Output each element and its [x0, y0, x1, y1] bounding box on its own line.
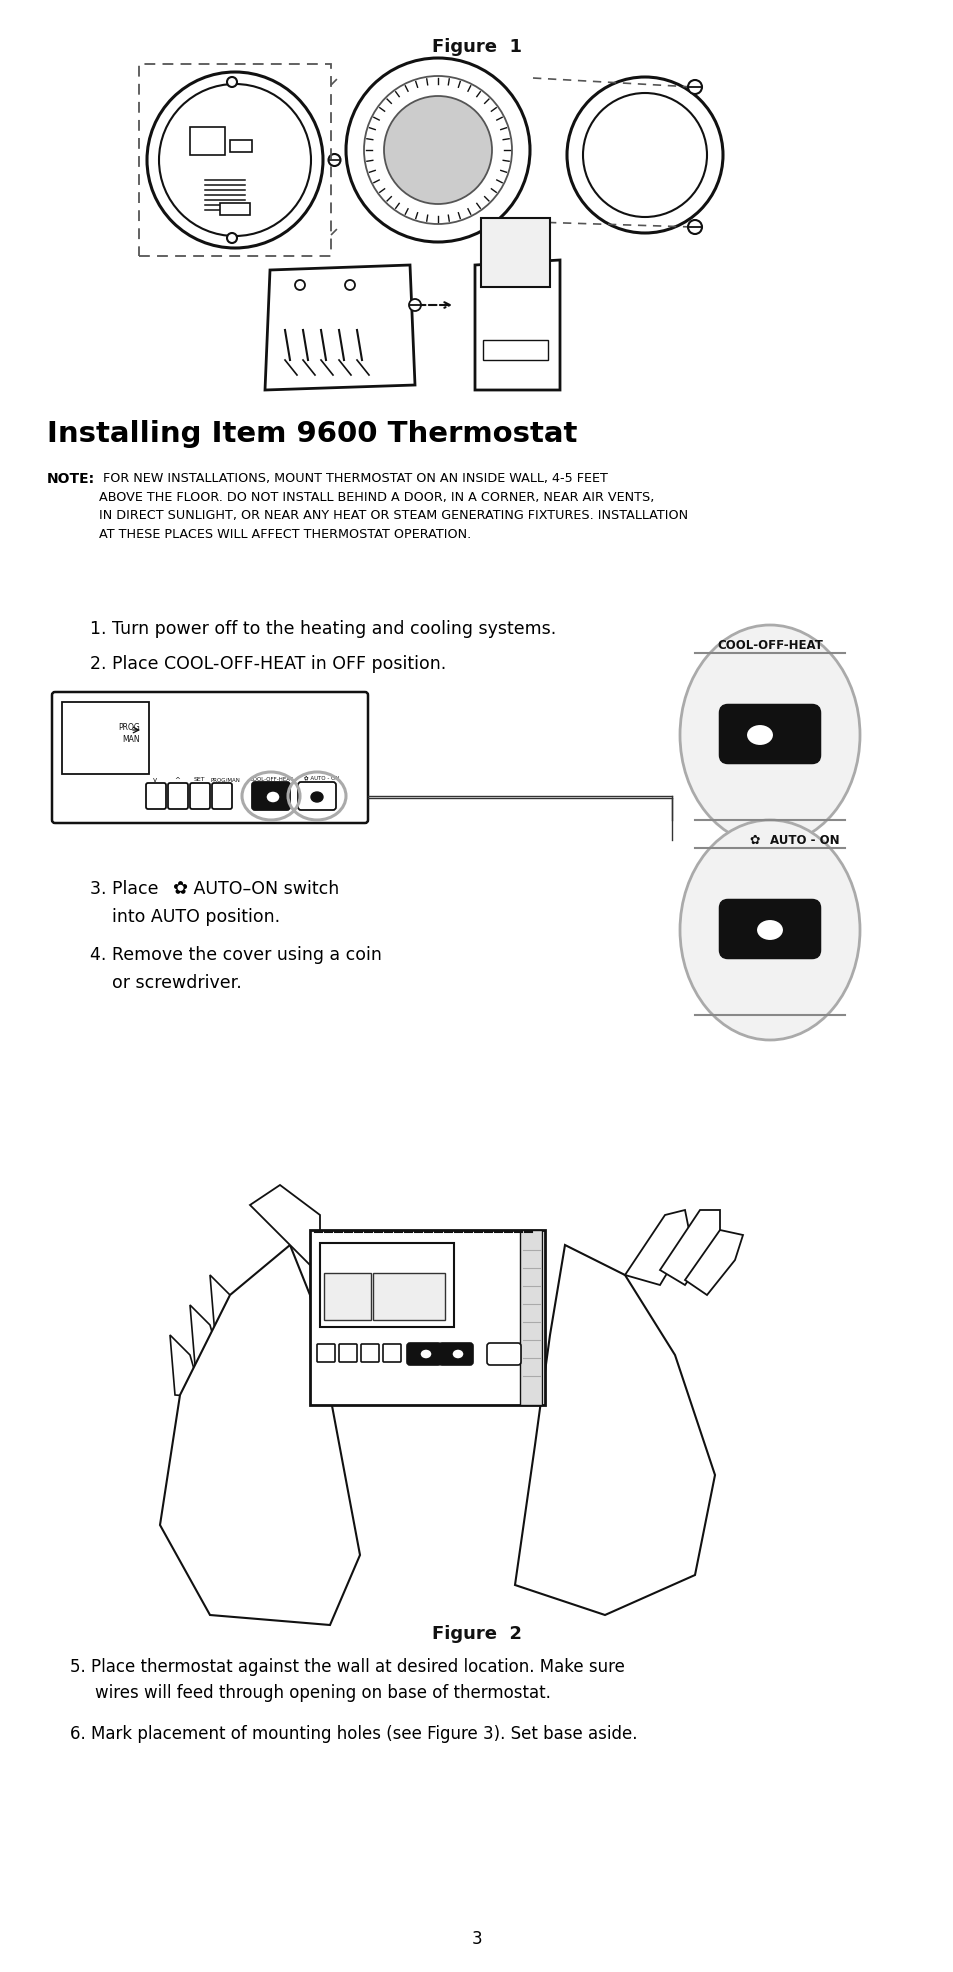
Circle shape — [566, 77, 722, 233]
FancyBboxPatch shape — [212, 783, 232, 809]
Polygon shape — [170, 1335, 202, 1396]
Text: COOL-OFF-HEAT: COOL-OFF-HEAT — [424, 1341, 476, 1347]
FancyBboxPatch shape — [52, 692, 368, 822]
Polygon shape — [190, 1305, 222, 1367]
Text: 2. Place COOL-OFF-HEAT in OFF position.: 2. Place COOL-OFF-HEAT in OFF position. — [90, 655, 446, 672]
FancyBboxPatch shape — [438, 1343, 473, 1365]
Polygon shape — [265, 264, 415, 390]
Ellipse shape — [679, 625, 859, 844]
Text: 70: 70 — [341, 1290, 354, 1300]
Text: 5. Place thermostat against the wall at desired location. Make sure: 5. Place thermostat against the wall at … — [70, 1658, 624, 1676]
FancyBboxPatch shape — [482, 339, 547, 361]
FancyBboxPatch shape — [230, 140, 252, 152]
FancyBboxPatch shape — [480, 219, 550, 288]
FancyBboxPatch shape — [252, 783, 290, 810]
Text: FOR NEW INSTALLATIONS, MOUNT THERMOSTAT ON AN INSIDE WALL, 4-5 FEET
ABOVE THE FL: FOR NEW INSTALLATIONS, MOUNT THERMOSTAT … — [99, 471, 687, 540]
Text: SET  PROG/MAN: SET PROG/MAN — [322, 1341, 372, 1347]
Circle shape — [687, 81, 701, 95]
FancyBboxPatch shape — [190, 783, 210, 809]
Text: SET: SET — [193, 777, 205, 783]
Text: AUTO - ON: AUTO - ON — [769, 834, 839, 848]
Circle shape — [345, 280, 355, 290]
Text: AUTO–ON switch: AUTO–ON switch — [188, 880, 339, 897]
Circle shape — [384, 97, 492, 203]
Text: PROG: PROG — [427, 1276, 447, 1282]
Text: ^: ^ — [173, 777, 180, 783]
Text: MAN: MAN — [431, 1288, 447, 1294]
Polygon shape — [475, 260, 559, 390]
FancyBboxPatch shape — [720, 706, 820, 763]
FancyBboxPatch shape — [62, 702, 149, 773]
Text: COOL-OFF-HEAT: COOL-OFF-HEAT — [250, 777, 294, 783]
Circle shape — [328, 154, 340, 166]
FancyBboxPatch shape — [146, 783, 166, 809]
Ellipse shape — [419, 1349, 432, 1359]
FancyBboxPatch shape — [407, 1343, 440, 1365]
FancyBboxPatch shape — [486, 1343, 520, 1365]
Circle shape — [147, 73, 323, 248]
FancyBboxPatch shape — [324, 1274, 371, 1319]
Polygon shape — [250, 1185, 319, 1276]
Ellipse shape — [679, 820, 859, 1039]
Text: PROG: PROG — [118, 724, 140, 732]
Ellipse shape — [452, 1349, 463, 1359]
Text: ✿: ✿ — [510, 1341, 515, 1347]
Ellipse shape — [311, 793, 323, 803]
Circle shape — [409, 300, 420, 312]
Polygon shape — [684, 1231, 742, 1296]
Text: ✿: ✿ — [749, 834, 760, 848]
FancyBboxPatch shape — [316, 1345, 335, 1363]
Polygon shape — [624, 1211, 689, 1286]
FancyBboxPatch shape — [310, 1231, 544, 1404]
FancyBboxPatch shape — [382, 1345, 400, 1363]
Polygon shape — [515, 1244, 714, 1615]
Text: PROG/MAN: PROG/MAN — [210, 777, 240, 783]
FancyBboxPatch shape — [190, 126, 225, 156]
Text: Figure  2: Figure 2 — [432, 1625, 521, 1643]
Circle shape — [687, 221, 701, 235]
FancyBboxPatch shape — [319, 1242, 454, 1327]
Text: ✿: ✿ — [172, 880, 187, 897]
Text: Installing Item 9600 Thermostat: Installing Item 9600 Thermostat — [47, 420, 577, 448]
Text: Figure  1: Figure 1 — [432, 37, 521, 55]
FancyBboxPatch shape — [338, 1345, 356, 1363]
FancyBboxPatch shape — [373, 1274, 444, 1319]
Polygon shape — [210, 1276, 242, 1337]
Text: 4. Remove the cover using a coin: 4. Remove the cover using a coin — [90, 947, 381, 964]
Text: 3. Place: 3. Place — [90, 880, 164, 897]
Text: 3: 3 — [471, 1931, 482, 1948]
FancyBboxPatch shape — [220, 203, 250, 215]
Text: 1. Turn power off to the heating and cooling systems.: 1. Turn power off to the heating and coo… — [90, 619, 556, 639]
Ellipse shape — [266, 791, 280, 803]
Text: MAN: MAN — [122, 736, 140, 743]
FancyBboxPatch shape — [360, 1345, 378, 1363]
Ellipse shape — [745, 724, 773, 745]
Text: COOL-OFF-HEAT: COOL-OFF-HEAT — [717, 639, 822, 653]
Circle shape — [346, 57, 530, 243]
FancyBboxPatch shape — [720, 899, 820, 958]
Circle shape — [364, 77, 512, 225]
Circle shape — [227, 233, 236, 243]
Text: 70: 70 — [395, 1286, 422, 1305]
Polygon shape — [659, 1211, 720, 1286]
Text: wires will feed through opening on base of thermostat.: wires will feed through opening on base … — [95, 1684, 550, 1702]
Ellipse shape — [755, 919, 783, 941]
Text: ✿ AUTO - ON: ✿ AUTO - ON — [304, 777, 339, 781]
FancyBboxPatch shape — [168, 783, 188, 809]
Polygon shape — [160, 1244, 359, 1625]
FancyBboxPatch shape — [297, 783, 335, 810]
Text: or screwdriver.: or screwdriver. — [112, 974, 241, 992]
Circle shape — [294, 280, 305, 290]
FancyBboxPatch shape — [519, 1231, 541, 1404]
Circle shape — [159, 85, 311, 237]
Circle shape — [582, 93, 706, 217]
Circle shape — [227, 77, 236, 87]
Text: NOTE:: NOTE: — [47, 471, 95, 485]
Text: v: v — [152, 777, 157, 783]
Text: into AUTO position.: into AUTO position. — [112, 907, 280, 927]
Text: 6. Mark placement of mounting holes (see Figure 3). Set base aside.: 6. Mark placement of mounting holes (see… — [70, 1726, 637, 1743]
